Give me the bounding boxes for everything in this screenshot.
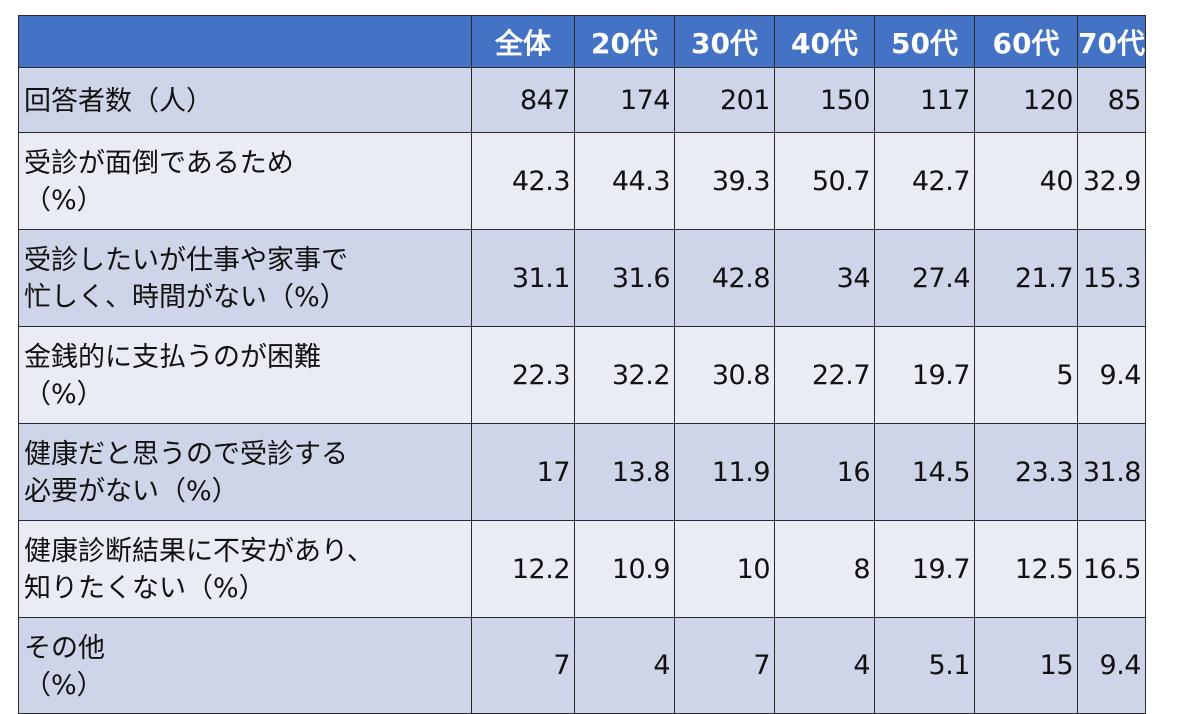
header-corner-cell	[18, 15, 472, 68]
table-cell: 42.8	[674, 229, 775, 327]
table-cell: 42.7	[874, 132, 975, 230]
column-header: 50代	[874, 15, 975, 68]
table-cell: 31.8	[1077, 423, 1146, 521]
table-cell: 31.1	[471, 229, 575, 327]
table-cell: 10	[674, 520, 775, 618]
column-header: 40代	[774, 15, 875, 68]
table-row: 受診が面倒であるため （%） 42.3 44.3 39.3 50.7 42.7 …	[18, 132, 1146, 230]
table-cell: 32.9	[1077, 132, 1146, 230]
row-label: 金銭的に支払うのが困難 （%）	[18, 326, 472, 424]
table-cell: 44.3	[574, 132, 675, 230]
table-cell: 7	[471, 617, 575, 714]
table-row: 健康診断結果に不安があり、 知りたくない（%） 12.2 10.9 10 8 1…	[18, 520, 1146, 618]
table-cell: 31.6	[574, 229, 675, 327]
table-cell: 32.2	[574, 326, 675, 424]
table-cell: 150	[774, 67, 875, 133]
table-cell: 7	[674, 617, 775, 714]
table-cell: 12.2	[471, 520, 575, 618]
table-cell: 30.8	[674, 326, 775, 424]
table-cell: 5.1	[874, 617, 975, 714]
row-label: その他 （%）	[18, 617, 472, 714]
row-label: 回答者数（人）	[18, 67, 472, 133]
table-cell: 9.4	[1077, 617, 1146, 714]
row-label: 受診したいが仕事や家事で 忙しく、時間がない（%）	[18, 229, 472, 327]
table-cell: 847	[471, 67, 575, 133]
column-header: 70代	[1077, 15, 1146, 68]
table-cell: 201	[674, 67, 775, 133]
table-cell: 39.3	[674, 132, 775, 230]
table-cell: 11.9	[674, 423, 775, 521]
table-cell: 117	[874, 67, 975, 133]
table-cell: 16	[774, 423, 875, 521]
data-table: 全体 20代 30代 40代 50代 60代 70代 回答者数（人） 847 1…	[18, 15, 1146, 714]
table-cell: 22.7	[774, 326, 875, 424]
row-label: 健康診断結果に不安があり、 知りたくない（%）	[18, 520, 472, 618]
table-cell: 27.4	[874, 229, 975, 327]
table-cell: 21.7	[974, 229, 1078, 327]
table-cell: 4	[574, 617, 675, 714]
table-cell: 15.3	[1077, 229, 1146, 327]
table-row: 金銭的に支払うのが困難 （%） 22.3 32.2 30.8 22.7 19.7…	[18, 326, 1146, 424]
table-cell: 120	[974, 67, 1078, 133]
column-header: 60代	[974, 15, 1078, 68]
table-cell: 17	[471, 423, 575, 521]
table-cell: 85	[1077, 67, 1146, 133]
table-cell: 14.5	[874, 423, 975, 521]
table-cell: 5	[974, 326, 1078, 424]
header-row: 全体 20代 30代 40代 50代 60代 70代	[18, 15, 1146, 68]
table-row: その他 （%） 7 4 7 4 5.1 15 9.4	[18, 617, 1146, 714]
table-cell: 10.9	[574, 520, 675, 618]
table-row: 健康だと思うので受診する 必要がない（%） 17 13.8 11.9 16 14…	[18, 423, 1146, 521]
column-header: 全体	[471, 15, 575, 68]
table-cell: 15	[974, 617, 1078, 714]
table-cell: 22.3	[471, 326, 575, 424]
row-label: 受診が面倒であるため （%）	[18, 132, 472, 230]
table-cell: 12.5	[974, 520, 1078, 618]
table-row: 回答者数（人） 847 174 201 150 117 120 85	[18, 67, 1146, 133]
table-cell: 174	[574, 67, 675, 133]
table-cell: 23.3	[974, 423, 1078, 521]
row-label: 健康だと思うので受診する 必要がない（%）	[18, 423, 472, 521]
column-header: 20代	[574, 15, 675, 68]
table-cell: 19.7	[874, 520, 975, 618]
table-cell: 13.8	[574, 423, 675, 521]
table-cell: 16.5	[1077, 520, 1146, 618]
table-cell: 4	[774, 617, 875, 714]
table-row: 受診したいが仕事や家事で 忙しく、時間がない（%） 31.1 31.6 42.8…	[18, 229, 1146, 327]
table-cell: 42.3	[471, 132, 575, 230]
table-cell: 40	[974, 132, 1078, 230]
column-header: 30代	[674, 15, 775, 68]
table-cell: 34	[774, 229, 875, 327]
table-cell: 19.7	[874, 326, 975, 424]
table-cell: 8	[774, 520, 875, 618]
table-cell: 50.7	[774, 132, 875, 230]
table-cell: 9.4	[1077, 326, 1146, 424]
